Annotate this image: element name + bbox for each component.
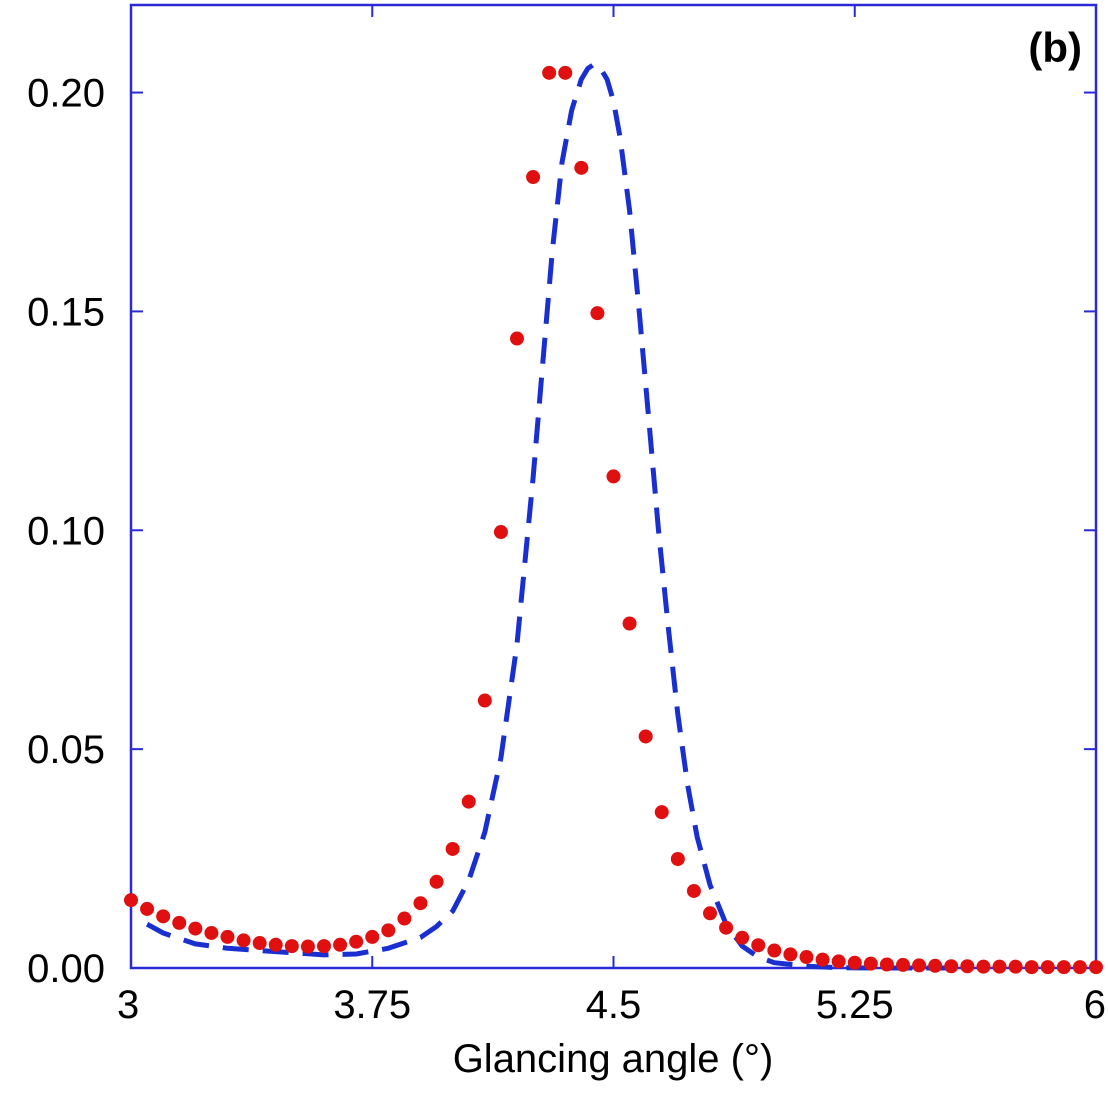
x-tick-labels: 3 3.75 4.5 5.25 6 xyxy=(117,983,1106,1027)
data-point xyxy=(381,923,396,938)
data-point xyxy=(912,958,927,973)
data-point xyxy=(719,920,734,935)
data-point xyxy=(944,959,959,974)
series-dashed-line-group xyxy=(145,61,968,971)
data-point xyxy=(638,729,653,744)
x-tick-label: 6 xyxy=(1084,983,1106,1027)
data-point xyxy=(622,616,637,631)
data-point xyxy=(284,939,299,954)
data-point xyxy=(590,306,605,321)
data-point xyxy=(124,893,138,908)
x-tick-label: 4.5 xyxy=(586,983,642,1027)
y-tick-label: 0.05 xyxy=(27,728,105,772)
data-point xyxy=(847,955,862,970)
data-point xyxy=(863,956,878,971)
data-point xyxy=(558,65,573,80)
x-tick-label: 3 xyxy=(117,983,139,1027)
data-point xyxy=(767,943,782,958)
data-point xyxy=(477,693,492,708)
data-point xyxy=(815,952,830,967)
data-point xyxy=(365,929,380,944)
data-point xyxy=(670,852,685,867)
data-point xyxy=(751,938,766,953)
y-tick-labels: 0.00 0.05 0.10 0.15 0.20 xyxy=(27,72,105,991)
data-point xyxy=(445,841,460,856)
data-point xyxy=(156,909,171,924)
data-point xyxy=(204,925,219,940)
series-dashed-line xyxy=(145,61,968,971)
data-point xyxy=(735,930,750,945)
data-point xyxy=(831,954,846,969)
data-point xyxy=(349,934,364,949)
data-point xyxy=(461,794,476,809)
data-point xyxy=(493,525,508,540)
data-point xyxy=(1056,960,1071,975)
data-point xyxy=(606,469,621,484)
data-point xyxy=(429,874,444,889)
data-point xyxy=(300,939,315,954)
data-point xyxy=(188,921,203,936)
data-point xyxy=(1008,959,1023,974)
plot-area-frame xyxy=(129,3,1098,970)
data-point xyxy=(654,805,669,820)
data-point xyxy=(413,896,428,911)
data-point xyxy=(686,883,701,898)
data-point xyxy=(574,160,589,175)
data-point xyxy=(220,929,235,944)
y-tick-label: 0.15 xyxy=(27,290,105,334)
data-point xyxy=(1072,960,1087,975)
panel-label: (b) xyxy=(1028,24,1082,71)
x-axis-title: Glancing angle (°) xyxy=(453,1037,774,1081)
data-point xyxy=(172,915,187,930)
data-point xyxy=(140,901,155,916)
data-point xyxy=(928,958,943,973)
data-point xyxy=(397,911,412,926)
data-point xyxy=(1089,960,1103,975)
data-point xyxy=(879,957,894,972)
y-tick-label: 0.00 xyxy=(27,947,105,991)
data-point xyxy=(268,937,283,952)
data-point xyxy=(960,959,975,974)
data-point xyxy=(896,957,910,972)
y-tick-label: 0.10 xyxy=(27,509,105,553)
x-tick-label: 5.25 xyxy=(816,983,894,1027)
series-dots-group xyxy=(124,65,1103,975)
x-tick-label: 3.75 xyxy=(333,983,411,1027)
data-point xyxy=(542,65,557,80)
data-point xyxy=(317,939,331,954)
data-point xyxy=(783,947,798,962)
data-point xyxy=(1024,960,1039,975)
data-point xyxy=(510,331,524,346)
y-tick-label: 0.20 xyxy=(27,72,105,116)
data-point xyxy=(992,959,1007,974)
data-point xyxy=(976,959,991,974)
data-point xyxy=(703,906,717,921)
data-point xyxy=(252,936,267,951)
data-point xyxy=(236,933,251,948)
axis-ticks xyxy=(130,5,1097,969)
data-point xyxy=(333,937,348,952)
data-point xyxy=(799,950,814,965)
data-point xyxy=(526,170,541,185)
data-point xyxy=(1040,960,1055,975)
